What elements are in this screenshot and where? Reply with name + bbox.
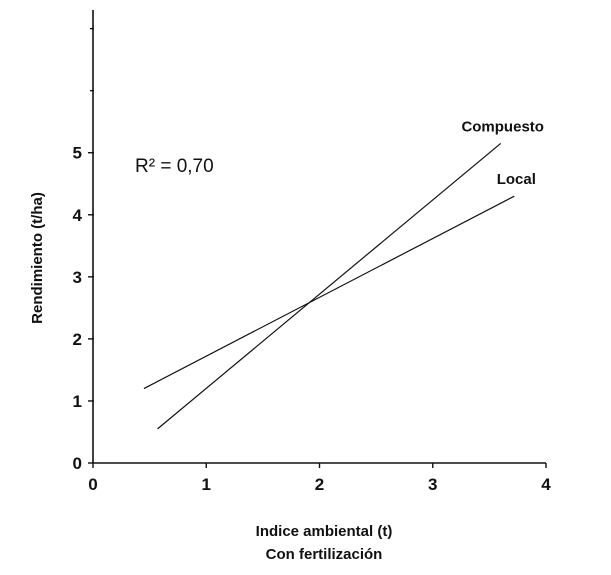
y-tick-label: 0 [73, 454, 82, 473]
axes [92, 10, 546, 464]
series-lines: Compuesto Local [143, 118, 544, 430]
y-ticks: 0 1 2 3 4 5 [73, 27, 94, 473]
x-tick-label: 2 [315, 475, 324, 494]
series-label-compuesto: Compuesto [461, 118, 544, 135]
y-tick-label: 3 [73, 268, 82, 287]
x-tick-label: 3 [428, 475, 437, 494]
y-tick-label: 1 [73, 392, 82, 411]
x-axis-sublabel: Con fertilización [266, 546, 383, 563]
r-squared-annotation: R² = 0,70 [135, 156, 214, 177]
x-ticks: 0 1 2 3 4 [88, 463, 551, 494]
y-tick-label: 2 [73, 330, 82, 349]
x-axis-label: Indice ambiental (t) [256, 523, 393, 540]
y-axis-label: Rendimiento (t/ha) [29, 192, 46, 324]
series-line-local [143, 195, 515, 390]
x-tick-label: 0 [88, 475, 97, 494]
x-tick-label: 4 [541, 475, 551, 494]
series-line-compuesto [157, 142, 502, 430]
x-tick-label: 1 [202, 475, 211, 494]
y-tick-label: 5 [73, 144, 82, 163]
y-tick-label: 4 [73, 206, 83, 225]
series-label-local: Local [497, 171, 536, 188]
